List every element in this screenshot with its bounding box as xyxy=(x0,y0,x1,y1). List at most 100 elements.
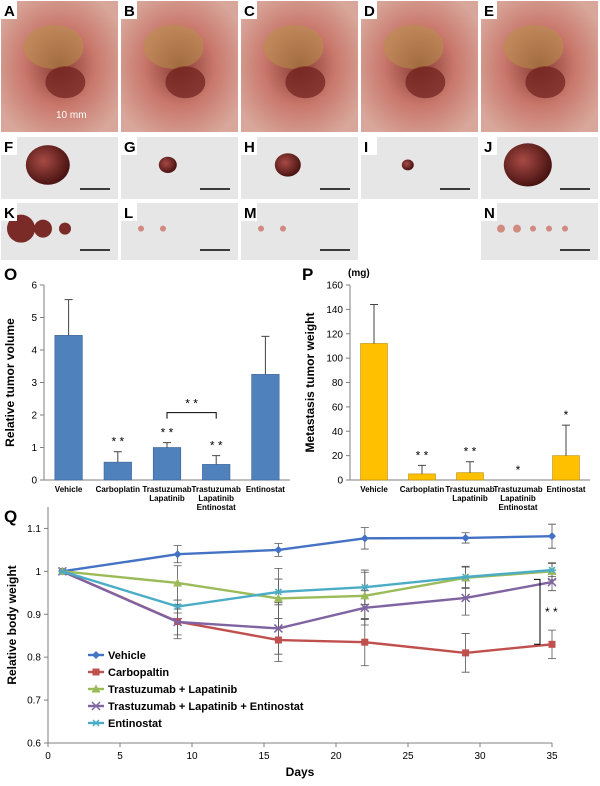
legend-label: Trastuzumab + Lapatinib xyxy=(108,684,238,696)
x-tick-label: 30 xyxy=(474,751,486,762)
legend-label: Carbopaltin xyxy=(108,667,169,679)
bar xyxy=(251,374,280,481)
photo-detail xyxy=(513,224,521,233)
photo-detail xyxy=(34,219,52,238)
significance-label: * * xyxy=(464,445,477,459)
marker xyxy=(360,534,369,543)
photo-detail xyxy=(160,225,166,232)
photo-detail xyxy=(546,225,552,232)
photo-label: A xyxy=(4,3,15,20)
bar xyxy=(152,447,182,481)
photo-label-bg xyxy=(121,203,137,221)
bar xyxy=(103,461,132,481)
marker xyxy=(173,578,183,587)
y-tick-label: 60 xyxy=(332,402,344,413)
marker xyxy=(92,668,100,676)
x-tick-label: 10 xyxy=(186,751,198,762)
x-tick-label: Entinostat xyxy=(246,485,285,494)
significance-bracket xyxy=(166,412,217,419)
marker xyxy=(548,640,556,648)
x-tick-label: Lapatinib xyxy=(452,494,488,503)
y-axis-label: Relative body weight xyxy=(5,565,19,684)
x-tick-label: Trastuzumab xyxy=(142,485,191,494)
photo-detail xyxy=(401,159,414,171)
photo-detail xyxy=(25,145,70,185)
bar xyxy=(54,335,83,481)
y-tick-label: 100 xyxy=(326,354,343,365)
marker xyxy=(361,638,369,646)
marker xyxy=(360,583,369,591)
bracket-label: * * xyxy=(545,605,558,619)
y-tick-label: 0.8 xyxy=(27,653,41,664)
y-tick-label: 4 xyxy=(31,346,37,357)
x-tick-label: 25 xyxy=(402,751,414,762)
photo-label-bg xyxy=(1,203,17,221)
marker xyxy=(547,577,557,587)
y-axis-label: Metastasis tumor weight xyxy=(303,312,317,452)
marker xyxy=(173,603,182,611)
photo-detail xyxy=(263,24,324,69)
photo-label: G xyxy=(124,139,136,156)
photo-label: D xyxy=(364,3,375,20)
marker xyxy=(548,532,556,541)
series-line xyxy=(62,568,553,608)
photo-detail xyxy=(285,66,326,99)
y-tick-label: 0.7 xyxy=(27,696,41,707)
significance-label: * * xyxy=(161,426,174,440)
significance-label: * * xyxy=(111,435,124,449)
x-tick-label: 5 xyxy=(117,751,123,762)
marker xyxy=(461,593,471,603)
x-tick-label: Lapatinib xyxy=(149,494,185,503)
significance-label: * xyxy=(564,408,569,422)
photo-detail xyxy=(503,24,564,69)
panel-label: P xyxy=(302,265,313,284)
bar xyxy=(456,472,484,481)
x-tick-label: Entinostat xyxy=(498,503,537,512)
marker xyxy=(548,566,556,574)
photo-label-bg xyxy=(121,1,137,19)
x-tick-label: Lapatinib xyxy=(198,494,234,503)
photo-label: N xyxy=(484,205,495,222)
y-tick-label: 20 xyxy=(332,451,344,462)
photo-label: E xyxy=(484,3,494,20)
photo-label-bg xyxy=(241,203,257,221)
y-tick-label: 120 xyxy=(326,329,343,340)
marker xyxy=(273,623,283,633)
photo-detail xyxy=(23,24,84,69)
photo-detail xyxy=(59,222,71,235)
photo-detail xyxy=(497,224,505,233)
legend-label: Trastuzumab + Lapatinib + Entinostat xyxy=(108,701,304,713)
x-tick-label: Vehicle xyxy=(360,485,388,494)
photo-detail xyxy=(143,24,204,69)
photo-detail xyxy=(138,225,144,232)
marker xyxy=(173,617,183,627)
marker xyxy=(461,573,470,581)
marker xyxy=(173,550,182,559)
y-tick-label: 6 xyxy=(31,281,37,292)
y-tick-label: 0 xyxy=(337,476,343,487)
photo-label-bg xyxy=(361,1,377,19)
photo-label-bg xyxy=(121,137,137,155)
panel-label: O xyxy=(4,265,17,284)
marker xyxy=(274,588,283,596)
x-tick-label: Trastuzumab xyxy=(493,485,542,494)
photo-label-bg xyxy=(1,137,17,155)
photo-detail xyxy=(45,66,86,99)
y-tick-label: 40 xyxy=(332,427,344,438)
y-tick-label: 1.1 xyxy=(27,524,41,535)
photo-label: F xyxy=(4,139,13,156)
photo-detail xyxy=(405,66,446,99)
marker xyxy=(461,533,470,542)
photo-label-bg xyxy=(241,137,257,155)
marker xyxy=(92,651,100,659)
photo-label-bg xyxy=(1,1,17,19)
significance-label: * * xyxy=(210,439,223,453)
photo-detail xyxy=(7,214,35,243)
panel-label: Q xyxy=(4,507,17,526)
significance-label: * * xyxy=(416,448,429,462)
photo-label-bg xyxy=(361,137,377,155)
y-tick-label: 0.9 xyxy=(27,610,41,621)
photo-detail xyxy=(158,156,177,173)
x-tick-label: Trastuzumab xyxy=(445,485,494,494)
